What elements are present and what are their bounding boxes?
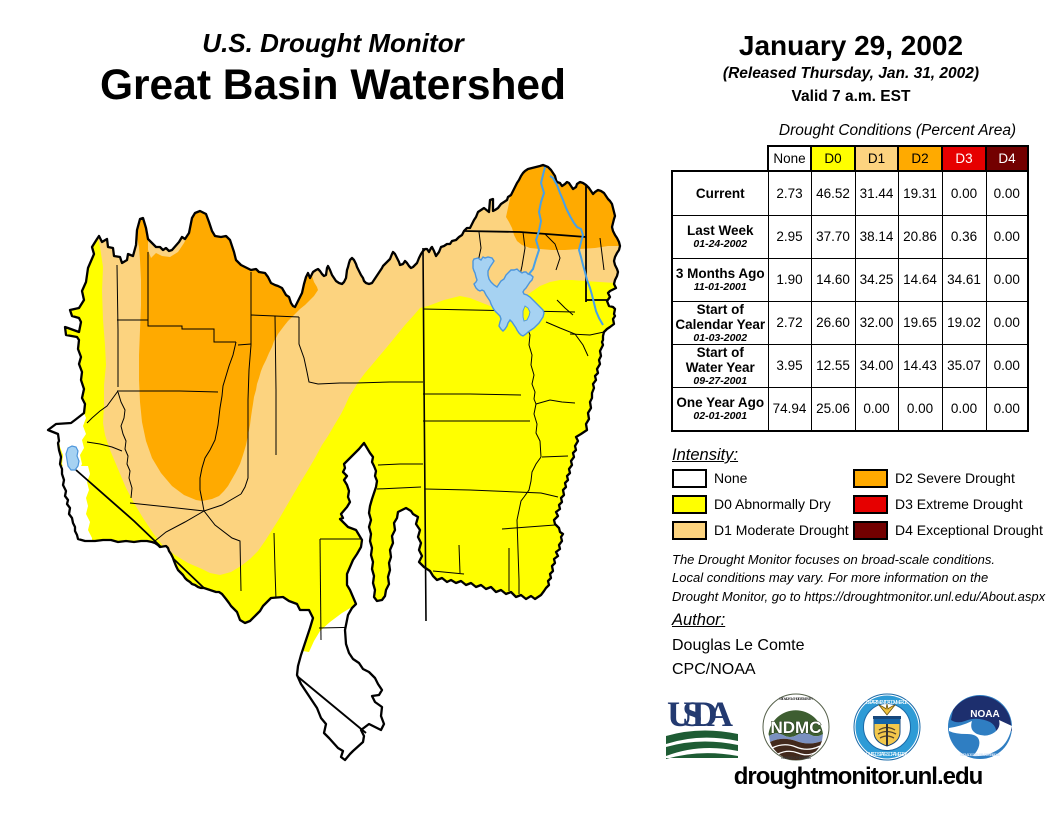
svg-text:UNITED STATES OF AMERICA: UNITED STATES OF AMERICA bbox=[866, 752, 909, 758]
svg-text:NATIONAL DROUGHT MITIGATION CE: NATIONAL DROUGHT MITIGATION CENTER bbox=[779, 696, 813, 701]
svg-text:NOAA: NOAA bbox=[970, 709, 999, 720]
svg-text:NDMC: NDMC bbox=[771, 718, 822, 737]
svg-text:NATIONAL OCEANIC AND ATMOSPHER: NATIONAL OCEANIC AND ATMOSPHERIC ADMIN bbox=[960, 752, 1000, 757]
svg-text:UNIVERSITY OF NEBRASKA: UNIVERSITY OF NEBRASKA bbox=[781, 755, 811, 760]
svg-text:USDA: USDA bbox=[667, 694, 733, 734]
svg-text:DEPARTMENT OF COMMERCE: DEPARTMENT OF COMMERCE bbox=[866, 700, 909, 706]
